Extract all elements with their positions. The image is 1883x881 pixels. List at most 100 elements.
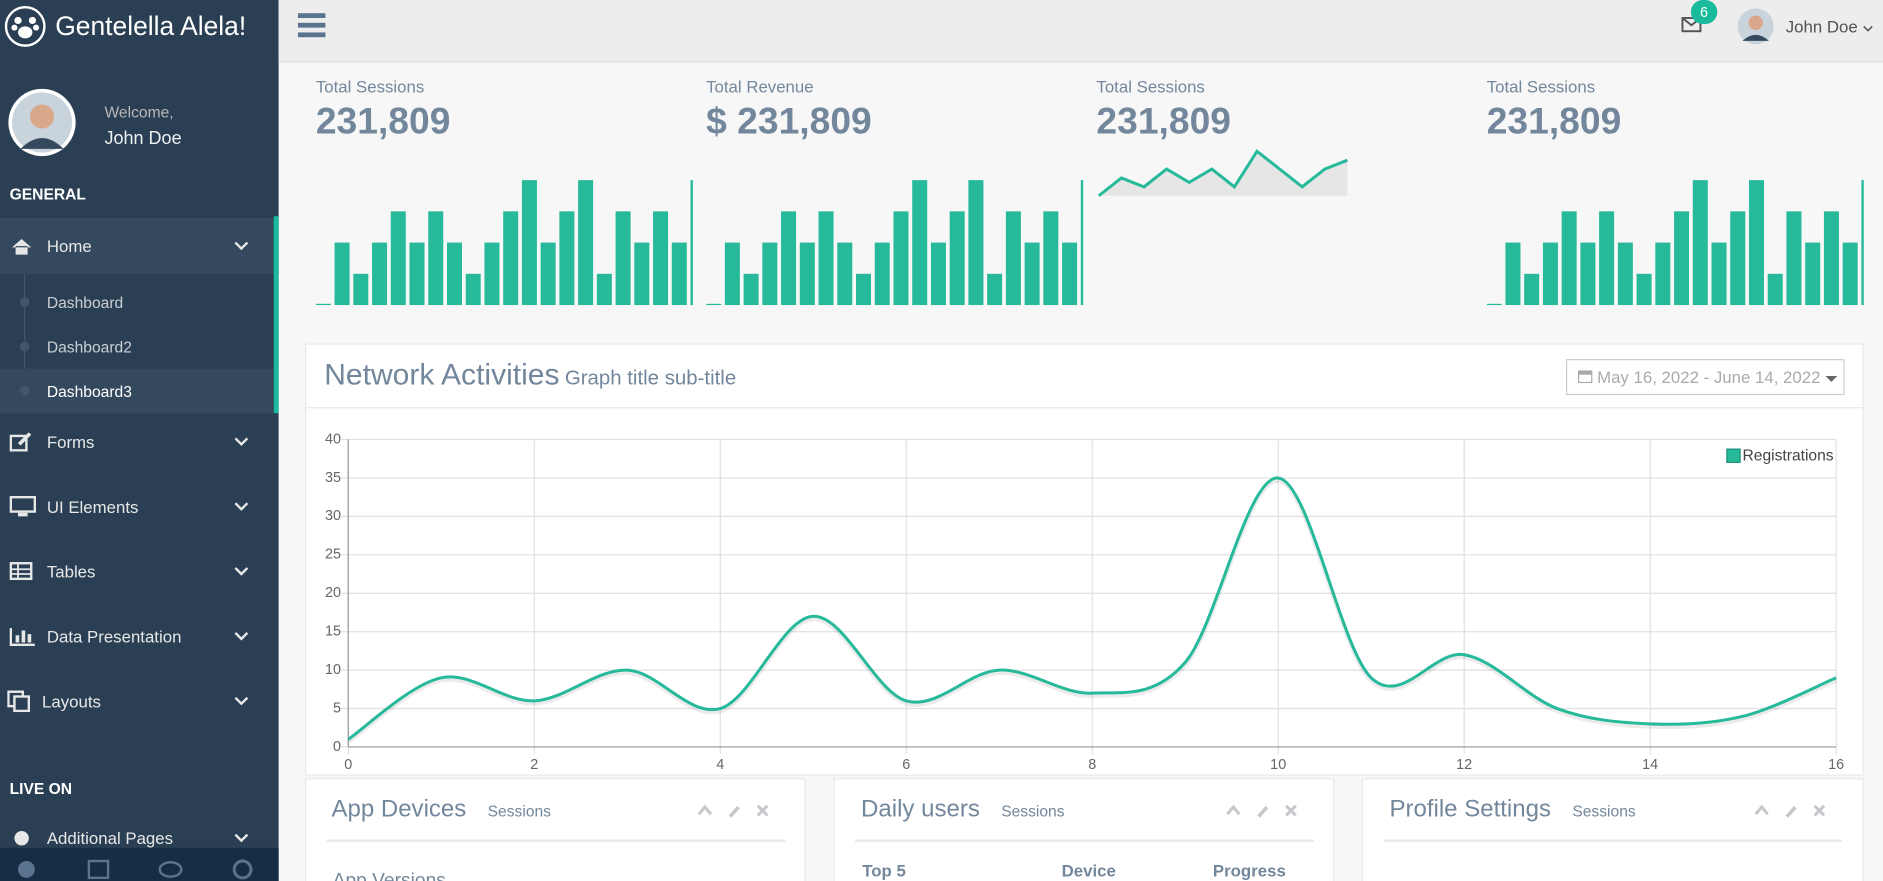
menu-item[interactable]: Home [0, 216, 279, 276]
sparkline-bar [856, 273, 872, 306]
sparkline-bar [503, 211, 519, 306]
sparkline-bar [1617, 242, 1633, 306]
y-tick-label: 20 [325, 585, 341, 601]
sparkline-bar [1674, 211, 1690, 306]
tile-label: Total Sessions [315, 76, 425, 97]
x-tick-label: 0 [344, 757, 352, 773]
sparkline-bar [1692, 180, 1708, 306]
menu-label: Layouts [42, 691, 101, 711]
sparkline [1097, 149, 1348, 197]
panel-tools[interactable] [1226, 802, 1298, 819]
panel-title: Profile Settings [1389, 796, 1551, 823]
sparkline-bar [615, 211, 631, 306]
submenu-item[interactable]: Dashboard3 [0, 368, 274, 414]
sparkline-bar [1561, 211, 1577, 306]
series-line [347, 476, 1837, 741]
panel-subtitle: Sessions [487, 802, 551, 821]
submenu-label: Dashboard [46, 293, 124, 312]
sparkline-bar [706, 303, 722, 306]
panel-subtitle: Sessions [1572, 802, 1636, 821]
menu-item[interactable]: Additional Pages [0, 809, 279, 867]
sparkline-bar [968, 180, 984, 306]
sparkline-bar [484, 242, 500, 306]
menu-item[interactable]: Layouts [0, 673, 279, 731]
menu-item[interactable]: UI Elements [0, 478, 279, 536]
sparkline-area [1098, 151, 1348, 196]
submenu-item[interactable]: Dashboard [0, 280, 274, 324]
sparkline-bar [690, 180, 693, 306]
sparkline-bar [465, 273, 481, 306]
menu-label: Home [46, 236, 92, 256]
tile-label: Total Sessions [1486, 76, 1596, 97]
sparkline-bar [353, 273, 369, 306]
chevron [234, 241, 249, 251]
submenu-label: Dashboard3 [46, 381, 132, 400]
sparkline-bar [781, 211, 797, 306]
chart-title: Network Activities [324, 357, 560, 392]
menu-label: Data Presentation [46, 626, 182, 647]
x-tick-label: 2 [530, 757, 538, 773]
calendar-icon [1577, 370, 1593, 384]
legend-swatch [1726, 448, 1741, 463]
sparkline-bar [1542, 242, 1558, 306]
sparkline-bar [1024, 242, 1040, 306]
sparkline-bar [912, 180, 928, 306]
x-tick-label: 12 [1456, 757, 1472, 773]
sparkline-bar [1486, 303, 1502, 306]
menu-label: Forms [46, 432, 95, 452]
sparkline-bar [1599, 211, 1615, 306]
menu-item[interactable]: Tables [0, 543, 279, 601]
tile-value: $ 231,809 [706, 99, 872, 142]
sparkline-bar [1748, 180, 1765, 306]
menu-toggle[interactable] [297, 12, 327, 38]
sparkline-bar [1636, 273, 1652, 306]
sparkline [706, 180, 1084, 306]
user-name: John Doe [104, 128, 182, 149]
sparkline-bar [671, 242, 687, 306]
sparkline-bar [1711, 242, 1727, 306]
tile-label: Total Revenue [706, 76, 814, 97]
menu-label: Tables [46, 562, 96, 582]
y-tick-label: 25 [325, 547, 341, 563]
sparkline [315, 180, 693, 306]
column-header: Progress [1212, 861, 1286, 881]
sparkline-bar [1730, 211, 1746, 306]
footer-icons[interactable] [0, 848, 279, 881]
sparkline-bar [1062, 242, 1078, 306]
user-menu[interactable]: John Doe [1786, 17, 1873, 36]
sparkline-bar [949, 211, 965, 306]
sparkline [1486, 180, 1864, 306]
x-tick-label: 14 [1642, 757, 1658, 773]
menu-item[interactable]: Forms [0, 413, 279, 471]
divider [306, 407, 1863, 409]
x-tick-label: 4 [716, 757, 724, 773]
submenu-item[interactable]: Dashboard2 [0, 324, 274, 368]
panel-heading: Network Activities Graph title sub-title [324, 358, 736, 393]
panel: Daily users Sessions Top 5 Device Progre… [833, 778, 1335, 881]
user-avatar[interactable] [1737, 8, 1774, 45]
date-range: May 16, 2022 - June 14, 2022 [1597, 367, 1821, 387]
tile-value: 231,809 [1096, 99, 1231, 142]
caret [1863, 25, 1873, 32]
y-tick-label: 35 [325, 470, 341, 486]
sparkline-bar [1842, 242, 1858, 306]
panel-tools[interactable] [697, 802, 770, 819]
sparkline-bar [837, 242, 853, 306]
submenu-label: Dashboard2 [46, 337, 132, 356]
sparkline-bar [390, 211, 406, 306]
sparkline-bar [1080, 180, 1084, 306]
y-tick-label: 0 [333, 739, 341, 755]
sparkline-bar [521, 180, 537, 306]
sparkline-bar [634, 242, 650, 306]
sparkline-bar [1861, 180, 1864, 306]
panel-tools[interactable] [1754, 802, 1827, 819]
tile-label: Total Sessions [1096, 76, 1205, 97]
menu-item[interactable]: Data Presentation [0, 608, 279, 666]
date-range-picker[interactable]: May 16, 2022 - June 14, 2022 [1565, 359, 1845, 396]
active-indicator [273, 216, 279, 414]
y-tick-label: 40 [325, 431, 341, 447]
brand[interactable]: Gentelella Alela! [55, 10, 247, 41]
tile-value: 231,809 [315, 99, 451, 142]
